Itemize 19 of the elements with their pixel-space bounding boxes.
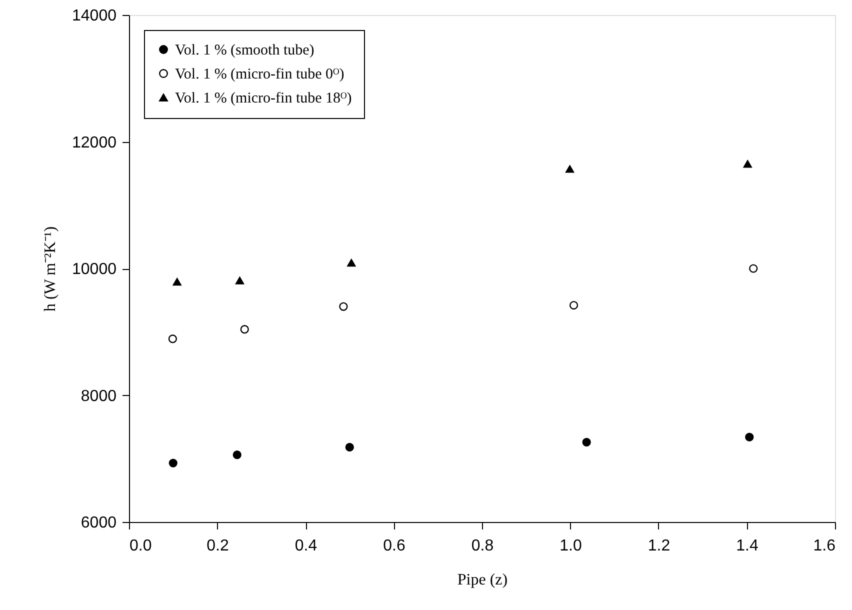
x-tick-label: 1.4 xyxy=(736,538,758,554)
x-axis-title: Pipe (z) xyxy=(457,572,508,588)
y-axis-title: h (W m⁻²K⁻¹) xyxy=(42,226,60,312)
x-tick-label: 0.4 xyxy=(294,538,318,554)
legend-label: Vol. 1 % (micro-fin tube 0ᴼ) xyxy=(175,66,344,82)
x-tick-label: 1.0 xyxy=(560,538,582,554)
y-tick-label: 14000 xyxy=(72,8,117,24)
y-tick-label: 12000 xyxy=(72,134,117,152)
x-tick-label: 1.6 xyxy=(813,538,836,554)
y-tick-label: 8000 xyxy=(80,388,117,405)
x-tick-label: 0.6 xyxy=(383,538,406,554)
x-tick-label: 0.8 xyxy=(471,538,494,554)
x-tick-label: 1.2 xyxy=(648,538,670,554)
x-tick-label: 0.0 xyxy=(130,538,152,554)
y-tick-label: 6000 xyxy=(80,514,117,532)
legend-label: Vol. 1 % (smooth tube) xyxy=(175,42,314,58)
legend-label: Vol. 1 % (micro-fin tube 18ᴼ) xyxy=(175,90,352,106)
y-tick-label: 10000 xyxy=(72,261,117,278)
x-tick-label: 0.2 xyxy=(206,538,229,554)
